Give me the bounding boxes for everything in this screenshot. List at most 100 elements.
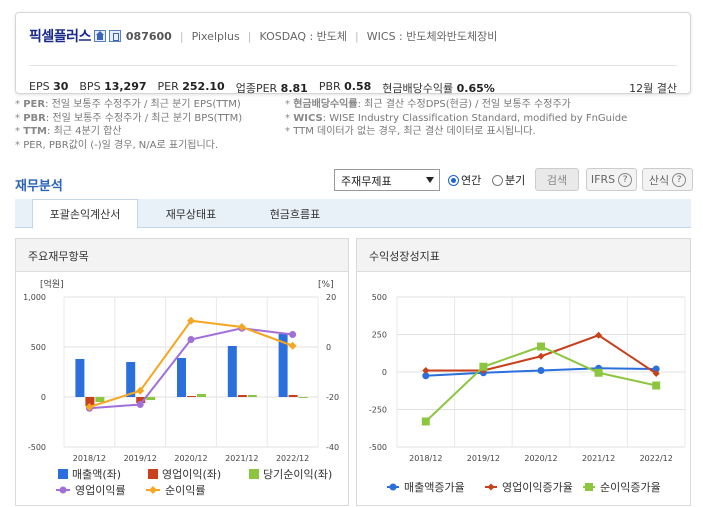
metric-eps: EPS 30 [29,80,69,93]
company-summary-card: 픽셀플러스 087600 | Pixelplus | KOSDAQ : 반도체 … [15,12,691,96]
x-tick: 2018/12 [73,454,106,463]
data-point [652,365,660,373]
x-tick: 2019/12 [467,454,500,463]
legend-label: 영업이익증가율 [502,481,573,494]
ifrs-button-label: IFRS [590,173,616,186]
statement-select[interactable]: 주재무제표 [334,169,440,191]
search-button-label: 검색 [546,173,568,187]
help-icon: ? [618,172,633,187]
x-tick: 2020/12 [174,454,207,463]
data-point [479,362,488,371]
legend-marker [149,486,157,494]
ifrs-button[interactable]: IFRS ? [586,168,637,191]
x-tick: 2022/12 [640,454,673,463]
legend-marker [389,483,397,491]
legend-swatch [58,469,68,479]
y-tick-left: 1,000 [23,293,46,302]
market-sector: KOSDAQ : 반도체 [259,30,348,43]
y-tick-right: 20 [326,293,336,302]
note-dividend: * 현금배당수익률: 최근 결산 수정DPS(현금) / 전일 보통주 수정주가 [285,99,571,110]
radio-quarter-label: 분기 [505,174,526,187]
tab-income-statement[interactable]: 포괄손익계산서 [32,199,138,229]
legend-marker [585,483,593,491]
left-axis-unit: [억원] [40,278,64,290]
growth-indicators-chart: 500 250 0 -250 -500 2018/12 2019/12 2020/12 2021… [369,293,686,494]
data-point [187,316,195,325]
data-point [421,417,430,426]
data-point [289,331,297,338]
data-point [187,336,195,343]
bar [187,396,196,397]
y-tick-left: -500 [28,443,46,452]
bar [237,395,247,397]
notes-right: * 현금배당수익률: 최근 결산 수정DPS(현금) / 전일 보통주 수정주가… [285,98,627,139]
metric-pbr: PBR 0.58 [318,80,372,93]
legend-label: 영업이익률 [75,484,126,497]
x-tick: 2021/12 [582,454,615,463]
x-tick: 2019/12 [124,454,157,463]
radio-quarter[interactable]: 분기 [492,172,525,188]
y-tick: 500 [372,293,387,302]
metric-dividend-yield: 현금배당수익률 0.65% [382,82,495,95]
radio-annual-label: 연간 [461,174,482,187]
x-tick: 2018/12 [409,454,442,463]
metrics-row: EPS 30 BPS 13,297 PER 252.10 업종PER 8.81 … [29,80,506,96]
data-point [652,370,660,377]
panel-financial-items: 주요재무항목 [억원] [%] 1,000 500 0 -500 20 0 -20 -40 2018… [15,238,349,506]
bar [85,397,95,406]
notes-left: * PER: 전일 보통주 수정주가 / 최근 분기 EPS(TTM) * PB… [15,98,242,152]
note-ttm-missing: * TTM 데이터가 없는 경우, 최근 결산 데이터로 표시됩니다. [285,126,536,137]
y-tick: -500 [369,443,387,452]
note-per: * PER: 전일 보통주 수정주가 / 최근 분기 EPS(TTM) [15,99,241,110]
tab-cash-flow[interactable]: 현금흐름표 [269,207,321,221]
metric-sector-per: 업종PER 8.81 [235,82,308,95]
data-point [594,368,603,377]
company-english-name: Pixelplus [191,29,240,43]
radio-annual-dot[interactable] [448,174,459,186]
formula-button-label: 산식 [648,173,670,187]
bar [146,397,156,400]
note-wics: * WICS: WISE Industry Classification Sta… [285,112,628,124]
legend-label: 매출액증가율 [404,481,465,494]
bar [197,394,206,397]
x-tick: 2021/12 [225,454,258,463]
y-tick-right: 0 [326,343,331,352]
y-tick: 250 [372,331,387,340]
data-point [288,341,297,350]
radio-annual[interactable]: 연간 [448,172,481,188]
legend-swatch [249,469,259,479]
data-point [85,403,94,411]
report-icon[interactable] [108,30,121,42]
metric-bps: BPS 13,297 [79,80,147,93]
home-icon[interactable] [93,30,106,42]
help-icon: ? [672,172,687,187]
search-button[interactable]: 검색 [535,168,579,191]
note-pbr: * PBR: 전일 보통주 수정주가 / 최근 분기 BPS(TTM) [15,112,243,124]
data-point [237,323,246,331]
panel-growth-indicators: 수익성장성지표 500 250 0 -250 -500 2018/12 2019/12 202… [356,238,691,506]
data-point [422,367,430,374]
wics-sector: WICS : 반도체와반도체장비 [366,30,498,43]
bar [278,334,288,397]
legend-swatch [148,469,158,479]
data-point [652,381,661,390]
tab-balance-sheet[interactable]: 재무상태표 [165,207,217,221]
x-tick: 2022/12 [276,454,309,463]
note-ttm: * TTM: 최근 4분기 합산 [15,126,122,137]
statement-tabs: 포괄손익계산서 재무상태표 현금흐름표 [15,199,691,229]
bar [247,395,257,397]
bar [298,397,308,398]
legend-label: 순이익률 [165,484,205,497]
data-point [136,401,144,408]
legend-marker [59,486,67,494]
fiscal-month: 12월 결산 [629,82,677,95]
y-tick-right: -20 [326,393,339,402]
data-point [537,342,545,351]
formula-button[interactable]: 산식 ? [642,168,693,191]
data-point [537,352,545,360]
legend-label: 순이익증가율 [600,481,661,494]
radio-quarter-dot[interactable] [492,174,503,186]
legend-label: 당기순이익(좌) [263,468,332,481]
right-axis-unit: [%] [318,280,334,290]
panel-title: 주요재무항목 [16,239,348,272]
